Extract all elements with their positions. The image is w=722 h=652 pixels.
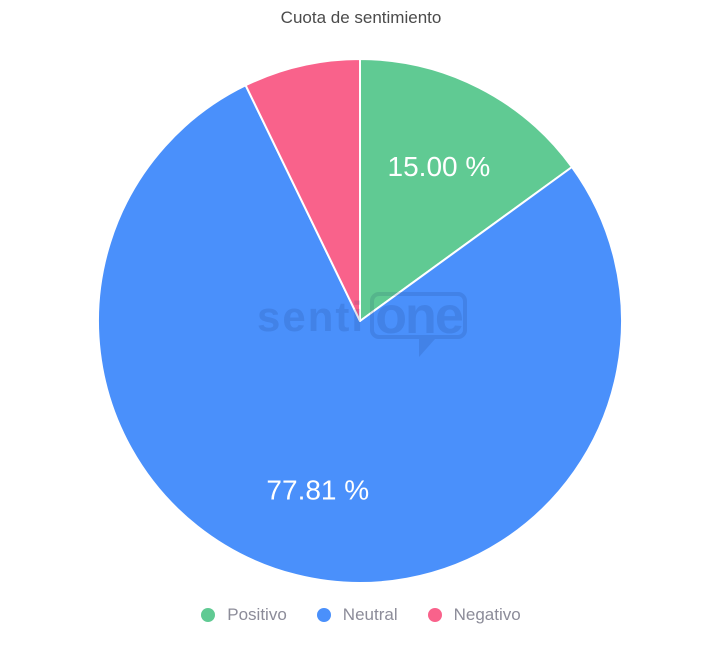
pie-slice-positivo[interactable] xyxy=(359,58,573,322)
legend-label-positivo: Positivo xyxy=(227,605,287,624)
pie-slice-negativo[interactable] xyxy=(244,58,361,322)
legend-item-neutral[interactable]: Neutral xyxy=(316,605,398,625)
legend-label-neutral: Neutral xyxy=(342,605,398,624)
legend-item-negativo[interactable]: Negativo xyxy=(427,605,521,625)
slice-label-positivo: 15.00 % xyxy=(388,151,491,182)
legend-item-positivo[interactable]: Positivo xyxy=(201,605,287,625)
chart-title: Cuota de sentimiento xyxy=(280,8,442,27)
legend-swatch-neutral-icon xyxy=(316,608,331,622)
pie-slice-neutral[interactable] xyxy=(97,84,623,584)
legend-swatch-negativo-icon xyxy=(427,608,442,622)
legend-swatch-positivo-icon xyxy=(201,608,216,622)
legend-label-negativo: Negativo xyxy=(453,605,521,624)
legend: Positivo Neutral Negativo xyxy=(0,604,722,626)
slice-label-neutral: 77.81 % xyxy=(266,475,369,506)
